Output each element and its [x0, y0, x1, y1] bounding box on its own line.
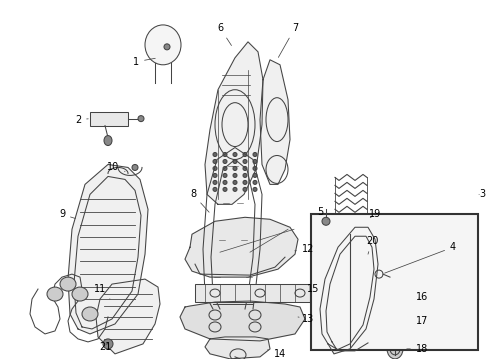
Text: 12: 12	[295, 244, 314, 254]
Text: 18: 18	[407, 344, 428, 354]
Ellipse shape	[145, 25, 181, 65]
Ellipse shape	[213, 188, 217, 192]
Text: 2: 2	[75, 114, 88, 125]
Polygon shape	[96, 279, 160, 354]
Ellipse shape	[253, 153, 257, 157]
Text: 14: 14	[268, 349, 286, 359]
Bar	[311, 213, 478, 350]
Ellipse shape	[233, 174, 237, 177]
Ellipse shape	[82, 307, 98, 321]
Ellipse shape	[253, 159, 257, 163]
Ellipse shape	[213, 174, 217, 177]
Text: 6: 6	[217, 23, 231, 45]
Ellipse shape	[213, 166, 217, 170]
Ellipse shape	[213, 153, 217, 157]
Polygon shape	[205, 337, 270, 359]
Text: 3: 3	[479, 189, 485, 199]
Ellipse shape	[243, 166, 247, 170]
Polygon shape	[205, 42, 263, 204]
Ellipse shape	[164, 44, 170, 50]
Polygon shape	[185, 217, 298, 277]
Ellipse shape	[213, 159, 217, 163]
Ellipse shape	[243, 159, 247, 163]
Ellipse shape	[132, 165, 138, 170]
Ellipse shape	[387, 339, 403, 359]
Ellipse shape	[223, 180, 227, 184]
Ellipse shape	[243, 153, 247, 157]
Ellipse shape	[72, 287, 88, 301]
Text: 1: 1	[133, 57, 155, 67]
Polygon shape	[260, 60, 290, 184]
Text: 11: 11	[94, 284, 110, 299]
Ellipse shape	[233, 159, 237, 163]
Text: 16: 16	[416, 292, 428, 302]
Polygon shape	[355, 241, 400, 289]
Ellipse shape	[243, 174, 247, 177]
Bar	[90, 112, 128, 126]
Text: 9: 9	[59, 209, 75, 219]
Ellipse shape	[223, 166, 227, 170]
Ellipse shape	[103, 339, 113, 349]
Ellipse shape	[47, 287, 63, 301]
Ellipse shape	[233, 188, 237, 192]
Ellipse shape	[213, 180, 217, 184]
Polygon shape	[370, 291, 418, 307]
Text: 15: 15	[307, 284, 319, 294]
Polygon shape	[68, 165, 148, 334]
Ellipse shape	[243, 188, 247, 192]
Text: 20: 20	[366, 236, 378, 254]
Polygon shape	[180, 301, 305, 341]
Ellipse shape	[138, 116, 144, 122]
Text: 17: 17	[416, 316, 428, 326]
Ellipse shape	[60, 277, 76, 291]
Text: 7: 7	[278, 23, 298, 57]
Ellipse shape	[223, 188, 227, 192]
Text: 13: 13	[298, 314, 314, 324]
Ellipse shape	[253, 180, 257, 184]
Polygon shape	[374, 317, 415, 329]
Text: 21: 21	[99, 342, 111, 352]
Text: 19: 19	[369, 209, 381, 219]
Ellipse shape	[243, 180, 247, 184]
Ellipse shape	[223, 159, 227, 163]
Text: 5: 5	[317, 207, 328, 219]
Ellipse shape	[233, 153, 237, 157]
Bar	[195, 284, 310, 302]
Text: 8: 8	[190, 189, 209, 212]
Polygon shape	[320, 227, 378, 354]
Ellipse shape	[253, 188, 257, 192]
Ellipse shape	[223, 174, 227, 177]
Text: 10: 10	[107, 162, 125, 172]
Ellipse shape	[322, 217, 330, 225]
Ellipse shape	[233, 180, 237, 184]
Ellipse shape	[104, 136, 112, 145]
Ellipse shape	[223, 153, 227, 157]
Ellipse shape	[253, 166, 257, 170]
Ellipse shape	[233, 166, 237, 170]
Text: 4: 4	[385, 242, 456, 273]
Ellipse shape	[253, 174, 257, 177]
